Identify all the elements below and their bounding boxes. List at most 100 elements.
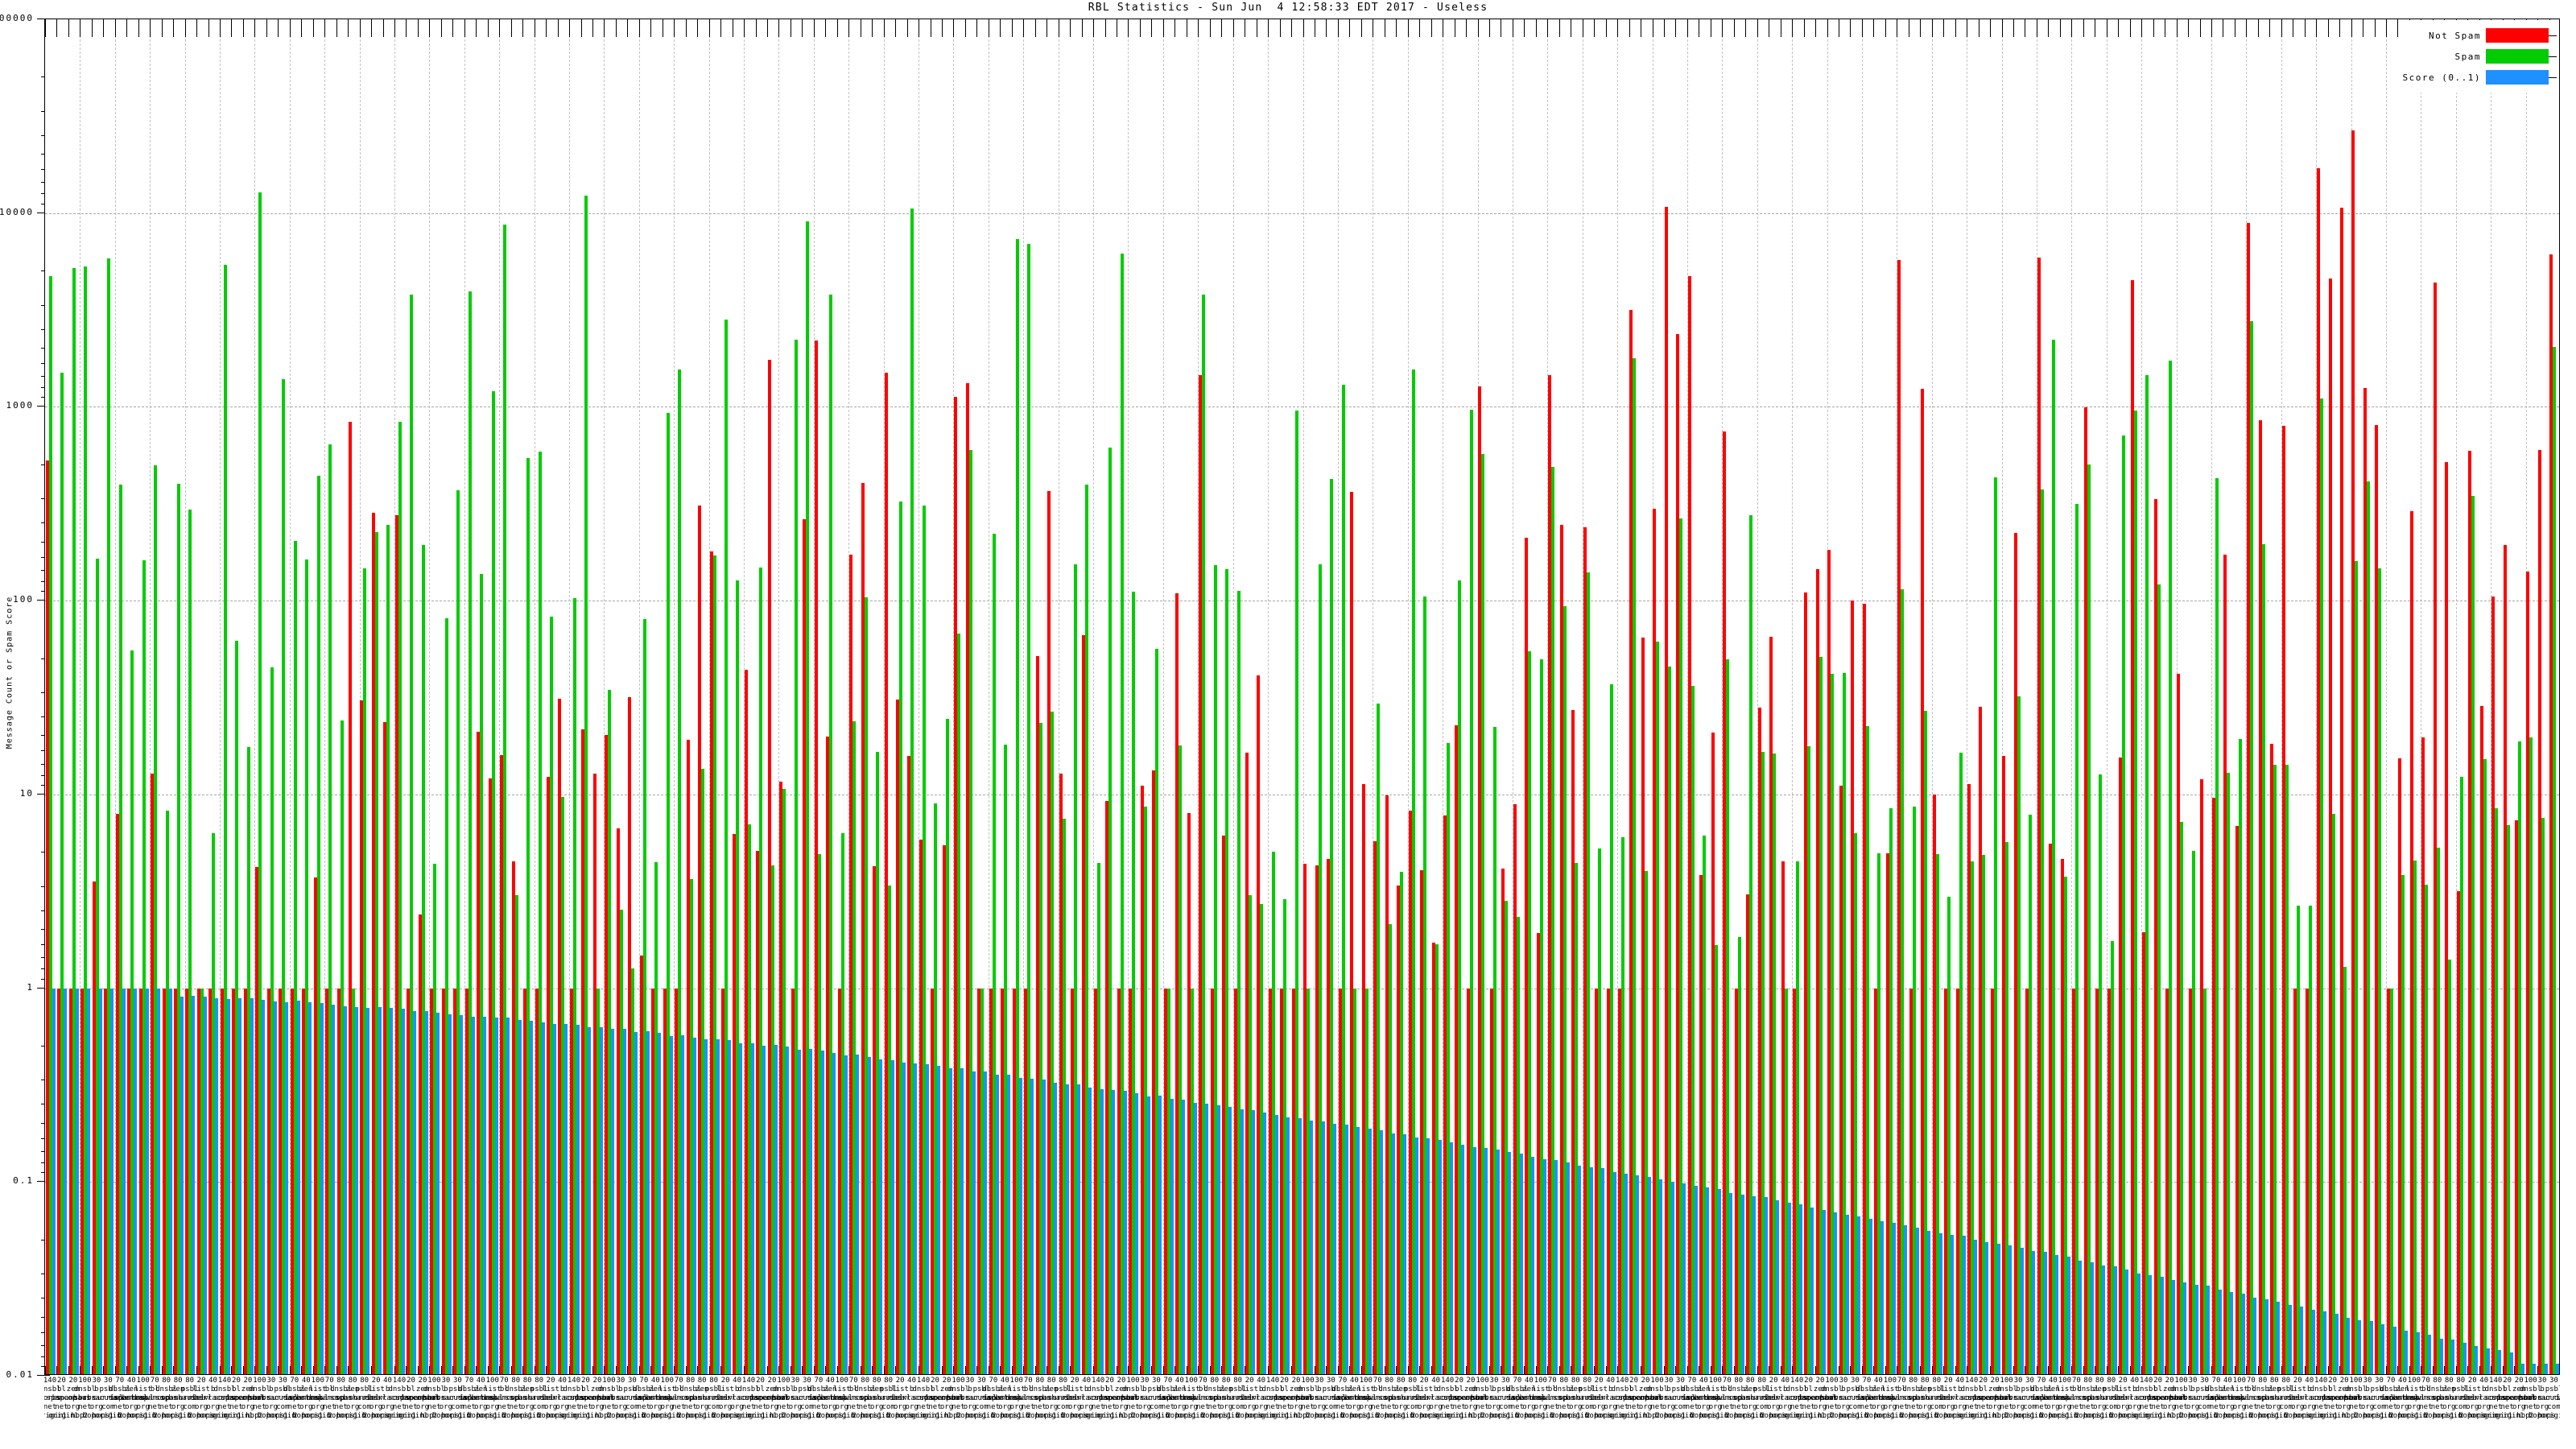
y-axis-label: Message Count or Spam Score	[5, 596, 14, 749]
gridline-vertical	[1023, 19, 1025, 1374]
bar-spam	[2180, 821, 2184, 1374]
gridline-vertical	[1162, 19, 1164, 1374]
bar-not-spam	[523, 988, 527, 1374]
x-axis-tick-bottom	[2432, 1366, 2434, 1374]
bar-not-spam	[383, 721, 387, 1374]
x-axis-tick	[1093, 19, 1095, 37]
bar-spam	[1143, 806, 1147, 1374]
bar-not-spam	[441, 988, 445, 1374]
x-axis-tick-label: 140 dnsbl sorbs net origin	[2307, 1377, 2334, 1420]
x-axis-tick-bottom	[1326, 1366, 1327, 1374]
bar-not-spam	[1361, 783, 1365, 1374]
bar-spam	[130, 650, 134, 1374]
bar-not-spam	[1583, 526, 1587, 1374]
bar-spam	[165, 811, 169, 1374]
x-axis-tick-bottom	[638, 1366, 640, 1374]
x-axis-tick	[604, 19, 605, 37]
bar-not-spam	[151, 773, 155, 1374]
x-axis-tick-bottom	[906, 1366, 908, 1374]
bar-score	[1927, 1230, 1931, 1374]
y-axis-tick	[37, 600, 50, 601]
gridline-vertical	[708, 19, 710, 1374]
x-axis-tick-bottom	[312, 1366, 314, 1374]
bar-not-spam	[1140, 785, 1144, 1374]
x-axis-tick-label: 80 psbl surriel com 1 hop	[2270, 1377, 2301, 1420]
legend-item-not-spam: Not Spam	[2403, 25, 2557, 46]
x-axis-tick	[1139, 19, 1141, 37]
bar-spam	[1341, 384, 1345, 1374]
bar-spam	[1435, 944, 1439, 1374]
bar-not-spam	[1967, 783, 1971, 1374]
x-axis-tick-label: 100 dnsbl sorbs net 1 hop	[423, 1377, 445, 1420]
x-axis-tick-bottom	[2083, 1366, 2084, 1374]
x-axis-tick-label: 30 psbl surriel com origin	[791, 1377, 823, 1420]
bar-score	[809, 1049, 813, 1374]
x-axis-tick-bottom	[685, 1366, 687, 1374]
bar-spam	[1993, 477, 1997, 1374]
x-axis-tick-label: 20 list dnswl org 2 hops	[2458, 1377, 2486, 1420]
x-axis-tick-label: 40 b barracudacentral org origin	[2290, 1377, 2361, 1420]
x-axis-tick-bottom	[1477, 1366, 1479, 1374]
x-axis-tick	[2385, 19, 2387, 37]
x-axis-tick-bottom	[2514, 1366, 2516, 1374]
x-axis-tick-label: 140 dnsbl sorbs net origin	[44, 1377, 64, 1420]
bar-score	[1286, 1117, 1290, 1374]
x-axis-tick-bottom	[604, 1366, 605, 1374]
x-axis-tick-label: 80 dnsbl sorbs net 2 hops	[852, 1377, 878, 1420]
bar-not-spam	[1175, 593, 1179, 1374]
bar-spam	[200, 988, 204, 1374]
x-axis-tick	[440, 19, 442, 37]
bar-score	[332, 1004, 336, 1374]
bar-not-spam	[2153, 499, 2157, 1374]
x-axis-tick-bottom	[1990, 1366, 1992, 1374]
bar-spam	[1027, 243, 1031, 1374]
page-title: RBL Statistics - Sun Jun 4 12:58:33 EDT …	[1088, 2, 1488, 14]
bar-spam	[386, 525, 390, 1374]
x-axis-tick-label: 30 b barracudacentral org 2 hops	[1125, 1377, 1196, 1420]
x-axis-tick-bottom	[2327, 1366, 2329, 1374]
x-axis-tick-label: 40 zen spamhaus org 2 hops	[1511, 1377, 1547, 1420]
x-axis-tick	[1827, 19, 1828, 37]
bar-score	[1892, 1223, 1896, 1374]
bar-not-spam	[1315, 865, 1319, 1374]
x-axis-tick-label: 100 list dnswl org origin	[304, 1377, 331, 1420]
bar-not-spam	[2223, 555, 2227, 1374]
x-axis-tick-bottom	[406, 1366, 407, 1374]
bar-spam	[2389, 988, 2393, 1374]
bar-score	[1414, 1137, 1418, 1374]
x-axis-tick-bottom	[1023, 1366, 1025, 1374]
bar-spam	[840, 832, 844, 1374]
bar-not-spam	[1955, 988, 1959, 1374]
x-axis-tick-bottom	[394, 1366, 396, 1374]
x-axis-tick-label: 30 psbl surriel com origin	[966, 1377, 997, 1420]
y-axis-tick-label: 100000	[0, 13, 34, 23]
bar-not-spam	[2491, 596, 2496, 1374]
x-axis-tick-bottom	[138, 1366, 139, 1374]
x-axis-tick-label: 80 zen spamhaus org origin	[510, 1377, 545, 1420]
bar-score	[1915, 1227, 1919, 1374]
bar-not-spam	[1734, 988, 1738, 1374]
x-axis-tick-label: 80 psbl surriel com 1 hop	[523, 1377, 555, 1420]
x-axis-tick-label: 100 dnsbl sorbs net 1 hop	[1645, 1377, 1669, 1420]
x-axis-tick-bottom	[1686, 1366, 1688, 1374]
gridline-vertical	[2246, 19, 2248, 1374]
bar-score	[2520, 1364, 2524, 1374]
bar-not-spam	[185, 988, 189, 1374]
bar-not-spam	[2537, 449, 2541, 1374]
x-axis-tick-label: 40 zen spamhaus org 2 hops	[463, 1377, 498, 1420]
bar-not-spam	[1769, 637, 1773, 1374]
bar-score	[1857, 1216, 1861, 1374]
bar-spam	[2425, 885, 2429, 1374]
x-axis-tick-bottom	[1547, 1366, 1549, 1374]
bar-score	[1146, 1096, 1150, 1374]
bar-not-spam	[814, 340, 818, 1374]
gridline-vertical	[778, 19, 780, 1374]
x-axis-tick-label: 80 psbl surriel com 1 hop	[349, 1377, 380, 1420]
bar-not-spam	[1641, 638, 1645, 1374]
bar-spam	[2448, 960, 2452, 1374]
bar-spam	[2191, 850, 2195, 1374]
gridline-vertical	[2176, 19, 2178, 1374]
bar-not-spam	[1024, 988, 1028, 1374]
bar-spam	[1294, 411, 1298, 1374]
bar-not-spam	[2130, 280, 2134, 1374]
